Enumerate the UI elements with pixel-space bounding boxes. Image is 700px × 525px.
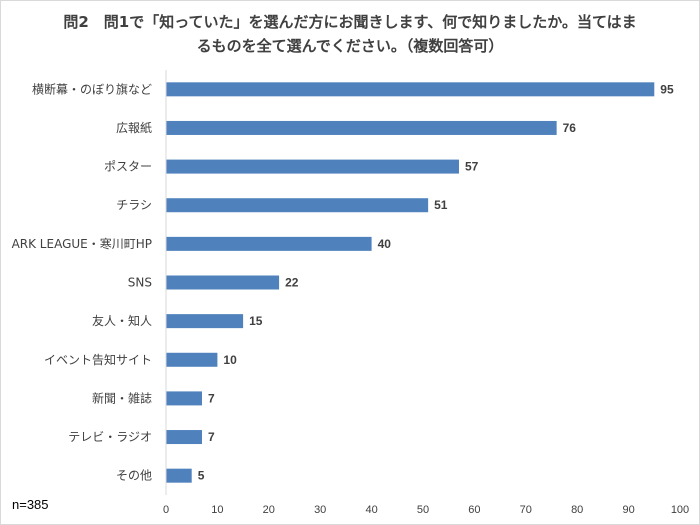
bar: [166, 314, 244, 329]
category-label: ポスター: [104, 160, 152, 174]
x-tick-label: 0: [163, 504, 169, 516]
bar: [166, 391, 202, 406]
x-tick-label: 90: [622, 504, 634, 516]
bar: [166, 430, 202, 445]
x-tick-label: 20: [263, 504, 275, 516]
category-label: ARK LEAGUE・寒川町HP: [12, 236, 152, 251]
bars-layer: 95 76 57 51 40 22 15 10 7 7 5: [166, 82, 674, 483]
category-label: その他: [116, 469, 152, 483]
chart-title: 問2 問1で「知っていた」を選んだ方にお聞きします、何で知りましたか。当てはまる…: [63, 13, 637, 55]
sample-size-note: n=385: [12, 497, 49, 512]
category-label: 横断幕・のぼり旗など: [32, 81, 152, 96]
bar: [166, 198, 429, 213]
x-tick-label: 80: [571, 504, 583, 516]
data-label: 15: [249, 314, 263, 328]
data-label: 95: [660, 82, 674, 96]
data-label: 7: [208, 430, 215, 444]
category-label: 広報紙: [116, 120, 152, 135]
bar: [166, 352, 218, 367]
x-tick-label: 70: [520, 504, 532, 516]
data-label: 22: [285, 276, 299, 290]
bar: [166, 275, 280, 290]
data-label: 5: [198, 469, 205, 483]
data-label: 10: [223, 353, 237, 367]
bar: [166, 120, 557, 135]
data-label: 76: [563, 121, 577, 135]
category-label: イベント告知サイト: [44, 353, 152, 367]
x-tick-label: 60: [468, 504, 480, 516]
data-label: 57: [465, 160, 479, 174]
x-tick-label: 30: [314, 504, 326, 516]
category-label: チラシ: [116, 198, 152, 212]
category-label: テレビ・ラジオ: [68, 430, 152, 444]
x-tick-label: 50: [417, 504, 429, 516]
bar: [166, 82, 655, 97]
bar: [166, 236, 372, 251]
category-label: SNS: [128, 276, 152, 290]
bar: [166, 159, 459, 174]
x-tick-label: 40: [365, 504, 377, 516]
x-tick-label: 100: [671, 504, 689, 516]
bar: [166, 468, 192, 483]
category-label: 友人・知人: [92, 314, 152, 328]
x-tick-label: 10: [211, 504, 223, 516]
category-label: 新聞・雑誌: [92, 390, 152, 405]
data-label: 40: [378, 237, 392, 251]
data-label: 51: [434, 198, 448, 212]
data-label: 7: [208, 391, 215, 405]
